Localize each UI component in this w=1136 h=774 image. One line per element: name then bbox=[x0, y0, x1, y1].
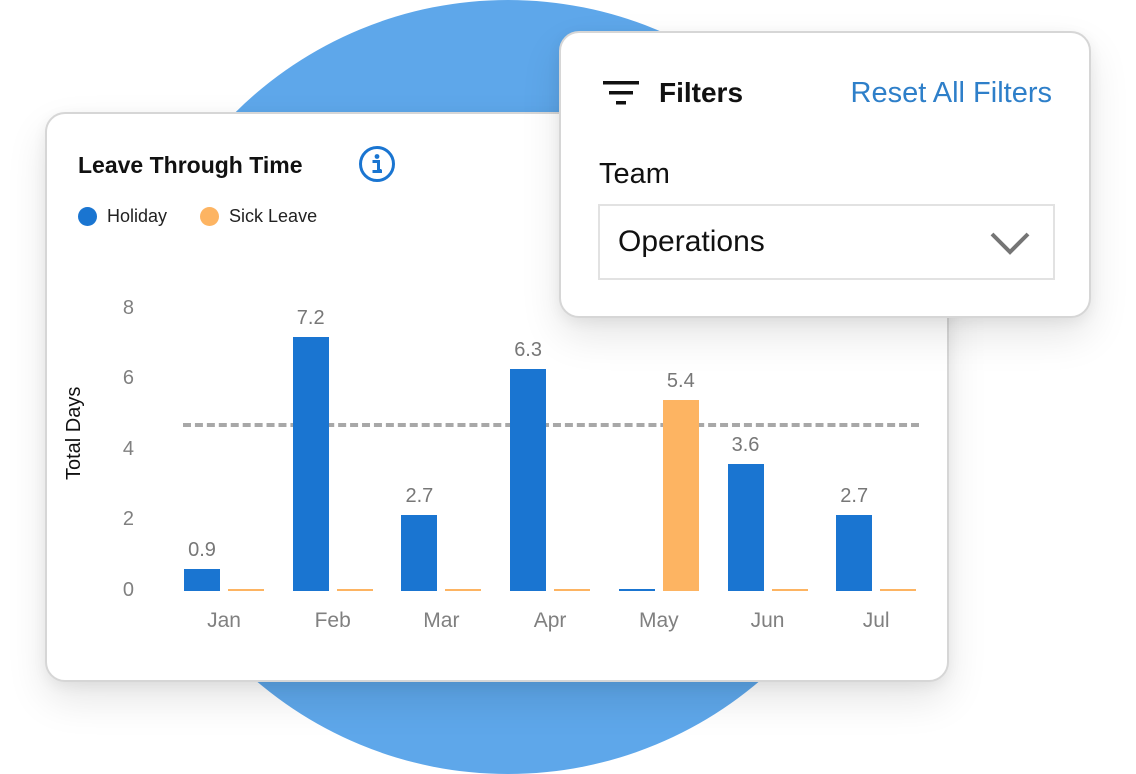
chevron-down-icon bbox=[990, 232, 1030, 255]
team-selected-value: Operations bbox=[618, 225, 765, 258]
bar-holiday-apr[interactable] bbox=[510, 369, 547, 591]
bar-holiday-mar[interactable] bbox=[401, 515, 438, 591]
bar-holiday-jan[interactable] bbox=[184, 569, 220, 591]
y-tick-label: 0 bbox=[122, 579, 134, 601]
bar-sick-leave-jul[interactable] bbox=[880, 589, 917, 591]
bar-holiday-jul[interactable] bbox=[836, 515, 873, 591]
reset-all-filters-link[interactable]: Reset All Filters bbox=[850, 77, 1052, 109]
x-tick-label: Mar bbox=[423, 609, 460, 632]
legend-item-holiday[interactable]: Holiday bbox=[78, 206, 167, 227]
bar-sick-leave-feb[interactable] bbox=[336, 589, 373, 591]
bar-chart-plot: Total Days 0 2 4 6 8 0.9 Jan 7.2 Feb 2.7 Mar 6.3 Apr… bbox=[47, 114, 951, 684]
filters-panel: Filters Reset All Filters Team Operation… bbox=[559, 31, 1091, 318]
bar-holiday-feb[interactable] bbox=[292, 337, 329, 591]
legend-label: Holiday bbox=[107, 206, 168, 226]
bar-value-label: 0.9 bbox=[188, 539, 216, 561]
x-tick-label: Jul bbox=[862, 609, 890, 632]
team-dropdown[interactable]: Operations bbox=[598, 204, 1055, 280]
holiday-dot-icon bbox=[78, 207, 97, 226]
chart-title: Leave Through Time bbox=[78, 152, 303, 178]
team-label: Team bbox=[599, 158, 670, 190]
legend-item-sick-leave[interactable]: Sick Leave bbox=[200, 206, 317, 227]
info-icon[interactable] bbox=[358, 145, 396, 183]
filters-header: Filters bbox=[603, 77, 743, 109]
sick-leave-dot-icon bbox=[200, 207, 220, 226]
x-tick-label: Feb bbox=[314, 609, 351, 632]
y-axis-label: Total Days bbox=[63, 386, 85, 480]
bar-holiday-jun[interactable] bbox=[727, 464, 764, 591]
legend-label: Sick Leave bbox=[229, 206, 318, 226]
filters-title: Filters bbox=[659, 77, 744, 108]
x-tick-label: Jun bbox=[750, 609, 785, 632]
filter-icon bbox=[603, 81, 639, 105]
y-tick-label: 2 bbox=[122, 508, 134, 531]
bar-sick-leave-apr[interactable] bbox=[554, 589, 591, 591]
x-tick-label: Jan bbox=[207, 609, 241, 632]
bar-value-label: 7.2 bbox=[296, 307, 325, 329]
x-tick-label: May bbox=[638, 609, 679, 632]
bar-holiday-may[interactable] bbox=[618, 589, 655, 591]
bar-value-label: 6.3 bbox=[514, 339, 542, 361]
y-tick-label: 6 bbox=[122, 367, 134, 390]
bar-value-label: 3.6 bbox=[731, 434, 760, 456]
y-tick-label: 8 bbox=[122, 296, 134, 319]
legend: Holiday Sick Leave bbox=[78, 206, 350, 227]
bar-sick-leave-mar[interactable] bbox=[445, 589, 482, 591]
x-tick-label: Apr bbox=[533, 609, 567, 632]
bar-value-label: 5.4 bbox=[666, 370, 695, 392]
bar-value-label: 2.7 bbox=[840, 485, 869, 507]
y-tick-label: 4 bbox=[122, 437, 134, 460]
bar-value-label: 2.7 bbox=[405, 485, 434, 507]
bar-sick-leave-jun[interactable] bbox=[771, 589, 808, 591]
average-reference-line bbox=[183, 423, 919, 428]
bar-sick-leave-may[interactable] bbox=[662, 400, 699, 591]
bar-sick-leave-jan[interactable] bbox=[228, 589, 264, 591]
